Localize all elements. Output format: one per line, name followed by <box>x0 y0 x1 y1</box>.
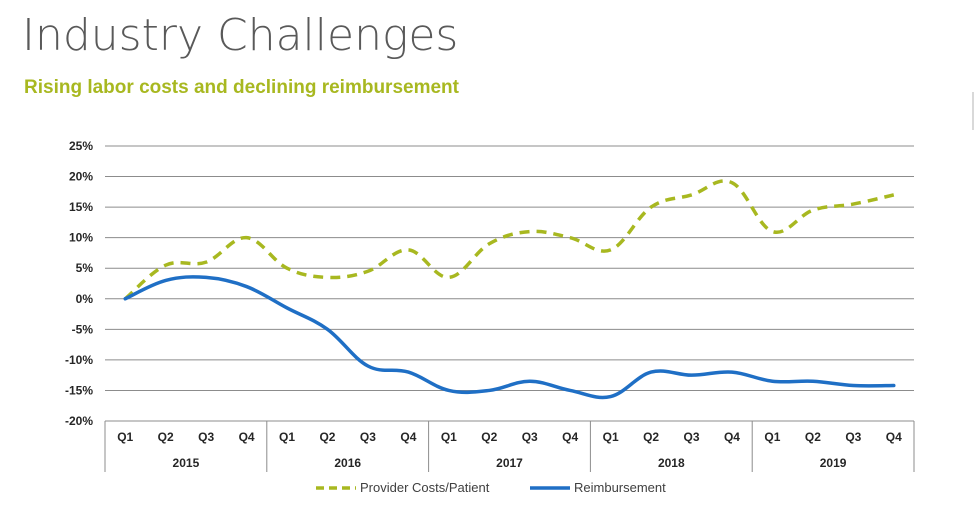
quarter-label: Q1 <box>441 430 457 444</box>
y-tick-label: -10% <box>65 353 93 367</box>
quarter-label: Q3 <box>360 430 376 444</box>
quarter-label: Q3 <box>522 430 538 444</box>
y-tick-label: -20% <box>65 414 93 428</box>
y-tick-label: 10% <box>69 231 93 245</box>
quarter-label: Q1 <box>279 430 295 444</box>
y-tick-label: -15% <box>65 383 93 397</box>
quarter-label: Q4 <box>562 430 578 444</box>
quarter-label: Q1 <box>117 430 133 444</box>
year-label: 2016 <box>334 456 361 470</box>
quarter-label: Q3 <box>845 430 861 444</box>
y-tick-label: 20% <box>69 170 93 184</box>
quarter-label: Q2 <box>643 430 659 444</box>
quarter-label: Q2 <box>481 430 497 444</box>
series-line-reimbursement <box>123 275 896 400</box>
quarter-label: Q2 <box>319 430 335 444</box>
y-tick-label: -5% <box>72 322 94 336</box>
page-subtitle: Rising labor costs and declining reimbur… <box>24 77 459 98</box>
quarter-label: Q2 <box>158 430 174 444</box>
quarter-label: Q4 <box>886 430 902 444</box>
legend-label: Reimbursement <box>574 480 666 495</box>
quarter-label: Q1 <box>603 430 619 444</box>
slide-edge-mark <box>972 92 974 130</box>
quarter-label: Q2 <box>805 430 821 444</box>
y-tick-label: 0% <box>76 292 94 306</box>
year-label: 2017 <box>496 456 523 470</box>
quarter-label: Q3 <box>684 430 700 444</box>
quarter-label: Q3 <box>198 430 214 444</box>
year-label: 2018 <box>658 456 685 470</box>
page-title: Industry Challenges <box>22 10 459 61</box>
legend-label: Provider Costs/Patient <box>360 480 490 495</box>
year-label: 2019 <box>820 456 847 470</box>
year-label: 2015 <box>173 456 200 470</box>
quarter-label: Q4 <box>400 430 416 444</box>
y-tick-label: 5% <box>76 261 94 275</box>
y-tick-label: 25% <box>69 139 93 153</box>
quarter-label: Q4 <box>239 430 255 444</box>
y-tick-label: 15% <box>69 200 93 214</box>
series-line-provider-costs-patient <box>124 179 895 301</box>
quarter-label: Q4 <box>724 430 740 444</box>
quarter-label: Q1 <box>764 430 780 444</box>
